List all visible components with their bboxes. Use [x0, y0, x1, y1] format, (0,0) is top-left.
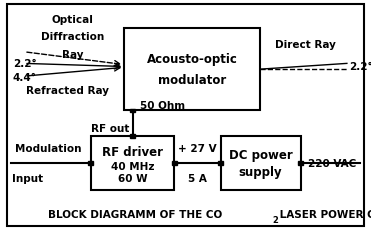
Text: 40 MHz: 40 MHz — [111, 161, 154, 171]
Text: 60 W: 60 W — [118, 174, 147, 184]
Bar — [124, 29, 260, 111]
Text: 2.2°: 2.2° — [13, 59, 37, 69]
Text: Refracted Ray: Refracted Ray — [26, 86, 109, 96]
Text: 2.2°: 2.2° — [349, 62, 371, 72]
Text: Ray: Ray — [62, 49, 83, 59]
Bar — [88, 162, 93, 165]
Text: supply: supply — [239, 165, 282, 178]
Text: 2: 2 — [273, 215, 279, 224]
Text: + 27 V: + 27 V — [178, 143, 217, 153]
Text: 4.4°: 4.4° — [13, 73, 37, 83]
Text: DC power: DC power — [229, 149, 292, 162]
Text: Acousto-optic: Acousto-optic — [147, 53, 237, 66]
Text: LASER POWER CONTROLLER: LASER POWER CONTROLLER — [276, 209, 371, 219]
Bar — [298, 162, 303, 165]
Text: BLOCK DIAGRAMM OF THE CO: BLOCK DIAGRAMM OF THE CO — [48, 209, 223, 219]
Text: RF driver: RF driver — [102, 145, 163, 158]
Text: 5 A: 5 A — [188, 174, 207, 184]
Text: Diffraction: Diffraction — [41, 32, 104, 42]
Bar — [130, 135, 135, 138]
Text: Input: Input — [12, 174, 43, 184]
Bar — [218, 162, 223, 165]
Bar — [221, 136, 301, 191]
Text: RF out: RF out — [91, 123, 129, 133]
Text: 50 Ohm: 50 Ohm — [140, 100, 185, 110]
Bar — [172, 162, 177, 165]
Bar — [91, 136, 174, 191]
Text: 220 VAC: 220 VAC — [308, 158, 356, 168]
Text: Optical: Optical — [52, 15, 93, 25]
Text: Modulation: Modulation — [15, 143, 81, 153]
Text: BLOCK DIAGRAMM OF THE CO: BLOCK DIAGRAMM OF THE CO — [0, 230, 1, 231]
Bar — [130, 109, 135, 112]
Text: Direct Ray: Direct Ray — [275, 40, 335, 49]
Text: modulator: modulator — [158, 74, 226, 87]
